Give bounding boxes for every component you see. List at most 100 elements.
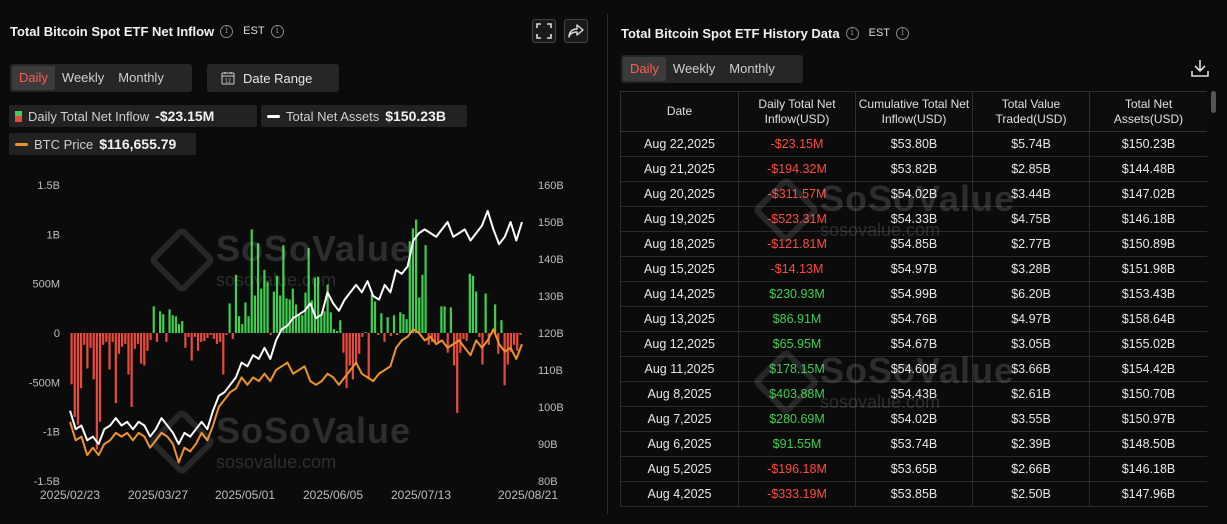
table-row[interactable]: Aug 4,2025 -$333.19M $53.85B $2.50B $147.96B — [620, 481, 1207, 507]
y-left-tick-label: 1B — [47, 229, 60, 241]
table-cell: $54.67B — [855, 331, 973, 357]
table-cell: Aug 13,2025 — [620, 306, 739, 332]
table-cell: $230.93M — [738, 281, 856, 307]
inflow-bar — [361, 333, 364, 337]
inflow-bar — [405, 319, 408, 333]
tab-monthly[interactable]: Monthly — [118, 70, 164, 85]
legend-btc-price[interactable]: BTC Price $116,655.79 — [9, 133, 196, 155]
inflow-bar — [288, 299, 291, 333]
inflow-bar — [310, 300, 313, 333]
legend-assets-label: Total Net Assets — [286, 108, 380, 124]
tab-weekly[interactable]: Weekly — [672, 61, 716, 76]
table-cell: $154.42B — [1089, 356, 1207, 382]
inflow-bar — [285, 298, 288, 333]
inflow-bar — [351, 333, 354, 380]
table-row[interactable]: Aug 5,2025 -$196.18M $53.65B $2.66B $146.18B — [620, 456, 1207, 482]
net-inflow-panel: Total Bitcoin Spot ETF Net Inflow i EST … — [0, 0, 598, 524]
inflow-bar — [373, 301, 377, 333]
inflow-bar — [241, 324, 244, 333]
legend-daily-inflow[interactable]: Daily Total Net Inflow -$23.15M — [9, 105, 257, 127]
table-row[interactable]: Aug 21,2025 -$194.32M $53.82B $2.85B $144.48… — [620, 156, 1207, 182]
inflow-bar — [256, 243, 260, 333]
inflow-bar — [317, 276, 320, 333]
inflow-bar — [332, 329, 336, 333]
inflow-bar — [402, 314, 405, 333]
total-net-assets-line — [69, 209, 523, 445]
table-cell: Aug 11,2025 — [620, 356, 739, 382]
table-row[interactable]: Aug 12,2025 $65.95M $54.67B $3.05B $155.02B — [620, 331, 1207, 357]
inflow-bar — [193, 333, 196, 337]
table-cell: $155.02B — [1089, 331, 1207, 357]
table-row[interactable]: Aug 19,2025 -$523.31M $54.33B $4.75B $146.18… — [620, 206, 1207, 232]
table-cell: -$523.31M — [738, 206, 856, 232]
table-row[interactable]: Aug 6,2025 $91.55M $53.74B $2.39B $148.50B — [620, 431, 1207, 457]
inflow-bar — [130, 333, 133, 407]
inflow-bar — [140, 333, 143, 364]
table-cell: $86.91M — [738, 306, 856, 332]
column-header: Total Net Assets(USD) — [1089, 91, 1207, 132]
table-cell: Aug 22,2025 — [620, 131, 739, 157]
y-right-tick-label: 110B — [538, 365, 563, 377]
table-cell: $150.70B — [1089, 381, 1207, 407]
bar-swatch-icon — [15, 110, 22, 122]
inflow-bar — [187, 333, 190, 337]
timezone-info-icon[interactable]: i — [270, 24, 284, 38]
table-cell: Aug 4,2025 — [620, 481, 739, 507]
table-row[interactable]: Aug 22,2025 -$23.15M $53.80B $5.74B $150.23B — [620, 131, 1207, 157]
net-inflow-title: Total Bitcoin Spot ETF Net Inflow — [10, 23, 215, 39]
svg-text:12: 12 — [225, 79, 231, 85]
inflow-bar — [399, 312, 402, 333]
timezone-info-icon[interactable]: i — [896, 26, 910, 40]
info-icon[interactable]: i — [220, 24, 234, 38]
inflow-bar — [228, 303, 231, 333]
table-cell: $3.55B — [972, 406, 1090, 432]
table-scrollbar[interactable] — [1211, 91, 1216, 113]
table-row[interactable]: Aug 15,2025 -$14.13M $54.97B $3.28B $151.98B — [620, 256, 1207, 282]
inflow-bar — [411, 228, 415, 333]
tab-monthly[interactable]: Monthly — [729, 61, 775, 76]
table-cell: $5.74B — [972, 131, 1090, 157]
table-row[interactable]: Aug 18,2025 -$121.81M $54.85B $2.77B $150.89… — [620, 231, 1207, 257]
table-row[interactable]: Aug 20,2025 -$311.57M $54.02B $3.44B $147.02… — [620, 181, 1207, 207]
inflow-bar — [79, 333, 83, 389]
table-row[interactable]: Aug 13,2025 $86.91M $54.76B $4.97B $158.64B — [620, 306, 1207, 332]
table-cell: $4.75B — [972, 206, 1090, 232]
inflow-bar — [76, 333, 80, 425]
inflow-bar — [408, 241, 411, 333]
inflow-bar — [269, 333, 272, 335]
tab-weekly[interactable]: Weekly — [61, 70, 105, 85]
inflow-bar — [364, 332, 367, 333]
left-period-tabs: Daily Weekly Monthly — [10, 64, 192, 92]
info-icon[interactable]: i — [845, 26, 859, 40]
download-icon[interactable] — [1190, 58, 1210, 78]
table-row[interactable]: Aug 14,2025 $230.93M $54.99B $6.20B $153.43B — [620, 281, 1207, 307]
inflow-bar — [171, 315, 174, 333]
table-cell: Aug 6,2025 — [620, 431, 739, 457]
y-right-tick-label: 140B — [538, 254, 564, 266]
table-row[interactable]: Aug 8,2025 $403.88M $54.43B $2.61B $150.70B — [620, 381, 1207, 407]
table-cell: $2.61B — [972, 381, 1090, 407]
inflow-bar — [215, 333, 219, 344]
inflow-bar — [247, 316, 250, 333]
inflow-bar — [162, 314, 165, 333]
tab-daily[interactable]: Daily — [12, 66, 55, 90]
inflow-bar — [86, 333, 89, 369]
inflow-bar — [114, 333, 117, 404]
legend-total-assets[interactable]: Total Net Assets $150.23B — [261, 105, 467, 127]
table-row[interactable]: Aug 7,2025 $280.69M $54.02B $3.55B $150.97B — [620, 406, 1207, 432]
inflow-bar — [389, 333, 392, 336]
share-icon[interactable] — [564, 19, 588, 43]
net-inflow-chart[interactable]: 1.5B 1B 500M 0 -500M -1B -1.5B 160B 150B 140B 130B… — [0, 170, 598, 510]
fullscreen-icon[interactable] — [532, 19, 556, 43]
btc-price-line — [69, 328, 523, 464]
date-range-button[interactable]: 12 Date Range — [207, 64, 339, 92]
table-row[interactable]: Aug 11,2025 $178.15M $54.60B $3.66B $154.42B — [620, 356, 1207, 382]
inflow-bar — [250, 229, 253, 333]
inflow-bar — [219, 333, 222, 342]
table-cell: $147.96B — [1089, 481, 1207, 507]
inflow-bar — [342, 333, 345, 353]
x-tick-label: 2025/07/13 — [391, 488, 451, 502]
table-cell: Aug 8,2025 — [620, 381, 739, 407]
tab-daily[interactable]: Daily — [623, 57, 666, 81]
inflow-bar — [503, 333, 506, 386]
